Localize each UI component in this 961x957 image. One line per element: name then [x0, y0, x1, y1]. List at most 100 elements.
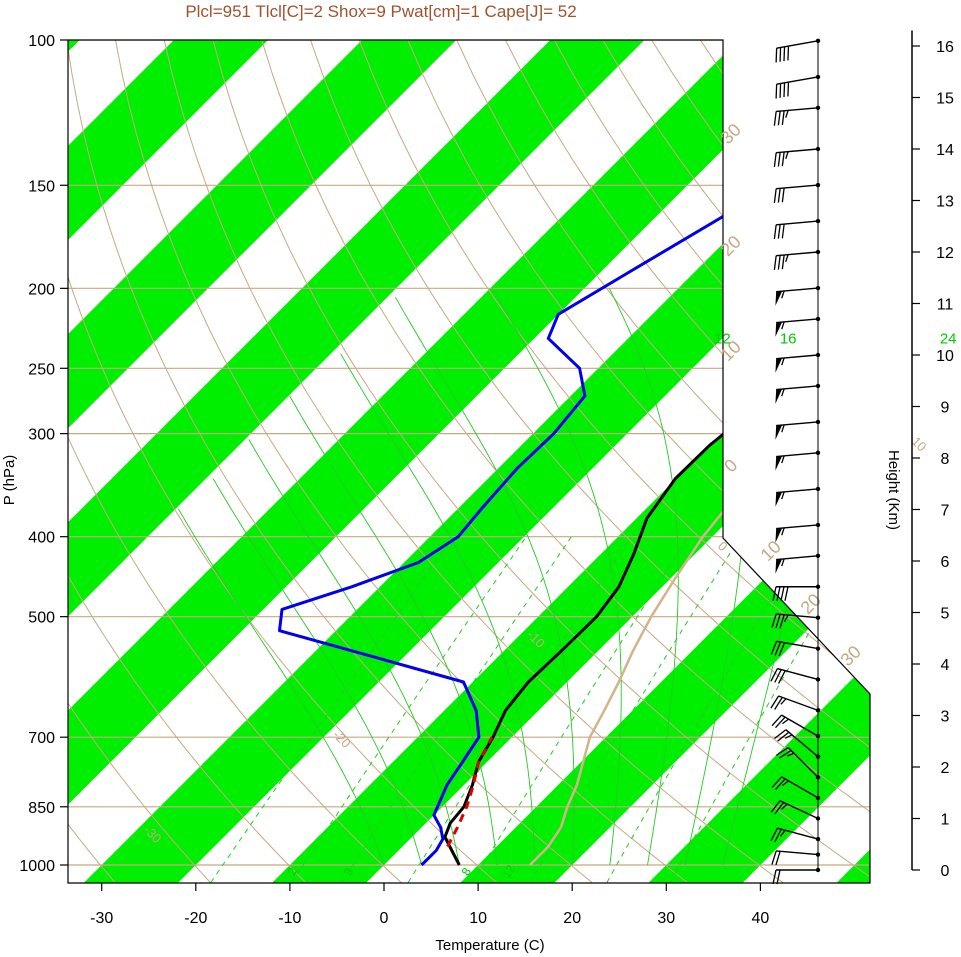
- isotherm-label-right: 30: [837, 642, 865, 670]
- mixing-ratio-lines: [210, 536, 866, 883]
- height-tick-label: 10: [936, 348, 954, 365]
- wind-barb-pennant: [775, 559, 783, 574]
- moist-adiabat: [177, 508, 385, 866]
- wind-barb-shaft: [776, 251, 819, 257]
- wind-barb-shaft: [776, 318, 819, 324]
- wind-barb: [775, 522, 821, 543]
- dry-adiabat: [440, 40, 870, 883]
- wind-barb-feather: [783, 46, 786, 62]
- wind-barb-pennant: [775, 322, 783, 337]
- wind-barb: [775, 316, 821, 337]
- wind-barb-feather: [771, 613, 777, 628]
- wind-barb: [775, 553, 821, 574]
- height-tick-label: 15: [936, 91, 954, 108]
- moist-adiabat: [491, 288, 622, 866]
- isotherm-label: 0: [715, 538, 731, 554]
- wind-barb-pennant: [775, 291, 783, 306]
- wind-barb-feather: [781, 223, 785, 239]
- wind-barb-feather: [775, 716, 786, 729]
- x-axis-title: Temperature (C): [435, 937, 544, 954]
- wind-barb: [770, 695, 821, 713]
- wind-barb-feather: [775, 84, 778, 99]
- dry-adiabat: [109, 40, 688, 883]
- height-tick-label: 4: [941, 657, 950, 674]
- height-tick-label: 1: [941, 812, 950, 829]
- wind-barb-feather: [777, 731, 790, 742]
- moist-adiabat: [608, 288, 679, 866]
- mixing-ratio-line: [291, 536, 527, 883]
- dry-adiabat: [68, 40, 497, 883]
- wind-barb-feather: [781, 424, 785, 433]
- wind-barb-feather: [781, 290, 785, 299]
- isotherm-band: [68, 40, 725, 883]
- moist-adiabat: [248, 439, 460, 866]
- temperature-tick-label: 40: [752, 910, 770, 927]
- dry-adiabat: [156, 40, 784, 883]
- wind-barb-feather: [775, 851, 781, 866]
- wind-barb-feather: [776, 869, 781, 885]
- wind-barb-feather: [773, 188, 777, 203]
- wind-barb-feather: [771, 850, 777, 865]
- wind-barb-shaft: [778, 695, 819, 712]
- wind-barb-feather: [775, 614, 781, 629]
- mixing-ratio-line: [606, 536, 810, 883]
- wind-barb-dot: [815, 486, 821, 492]
- mixing-ratio-line: [341, 536, 572, 883]
- wind-barb-feather: [771, 714, 783, 727]
- mixing-ratio-label: 16: [780, 330, 797, 347]
- pressure-tick-label: 400: [28, 530, 55, 547]
- wind-barb-feather: [777, 111, 781, 126]
- wind-barb-feather: [772, 869, 777, 885]
- wind-barb: [773, 218, 821, 240]
- wind-barb-shaft: [776, 640, 819, 650]
- pressure-tick-label: 300: [28, 427, 55, 444]
- height-tick-label: 12: [936, 245, 954, 262]
- wind-barb-shaft: [776, 40, 819, 49]
- wind-barb: [772, 867, 821, 885]
- pressure-tick-label: 150: [28, 178, 55, 195]
- wind-barb: [775, 352, 821, 373]
- height-tick-label: 3: [941, 709, 950, 726]
- plot-border: [67, 39, 871, 884]
- wind-barb-shaft: [776, 385, 819, 391]
- wind-barb-feather: [774, 641, 782, 656]
- wind-barb-shaft: [776, 287, 819, 293]
- wind-barb-feather: [785, 254, 789, 263]
- wind-barb-feather: [784, 734, 793, 739]
- y-axis-title: P (hPa): [1, 455, 18, 506]
- wind-barb-feather: [782, 780, 789, 786]
- dry-adiabat: [68, 40, 307, 883]
- wind-barb: [775, 419, 821, 440]
- dry-adiabat: [68, 40, 593, 883]
- temperature-tick-label: -30: [90, 910, 113, 927]
- moist-adiabat: [395, 296, 575, 866]
- wind-barb-feather: [786, 752, 795, 757]
- wind-barb-feather: [774, 828, 782, 843]
- mixing-ratio-line: [669, 536, 866, 883]
- wind-barb-shaft: [776, 107, 819, 113]
- wind-barb-feather: [781, 455, 785, 464]
- wind-barb-feather: [777, 188, 781, 203]
- height-tick-label: 6: [941, 554, 950, 571]
- moist-adiabat: [289, 395, 498, 866]
- wind-barb-feather: [781, 151, 785, 167]
- wind-barb-feather: [781, 527, 785, 536]
- height-tick-label: 5: [941, 606, 950, 623]
- wind-barb-feather: [774, 729, 787, 740]
- wind-barb-pennant: [775, 358, 783, 373]
- wind-barb-feather: [780, 698, 787, 705]
- wind-barb-shaft: [776, 488, 819, 494]
- pressure-tick-label: 1000: [19, 858, 55, 875]
- dry-adiabat: [392, 40, 870, 883]
- wind-barb-pennant: [775, 528, 783, 543]
- wind-barb-feather: [777, 255, 781, 270]
- pressure-tick-label: 500: [28, 610, 55, 627]
- wind-barb-feather: [781, 321, 785, 330]
- height-tick-label: 0: [941, 863, 950, 880]
- wind-barb-dot: [815, 383, 821, 389]
- dry-adiabat: [203, 40, 870, 883]
- wind-barb-shaft: [776, 354, 819, 360]
- profile-line: [529, 40, 870, 866]
- wind-barb-shaft: [776, 148, 819, 154]
